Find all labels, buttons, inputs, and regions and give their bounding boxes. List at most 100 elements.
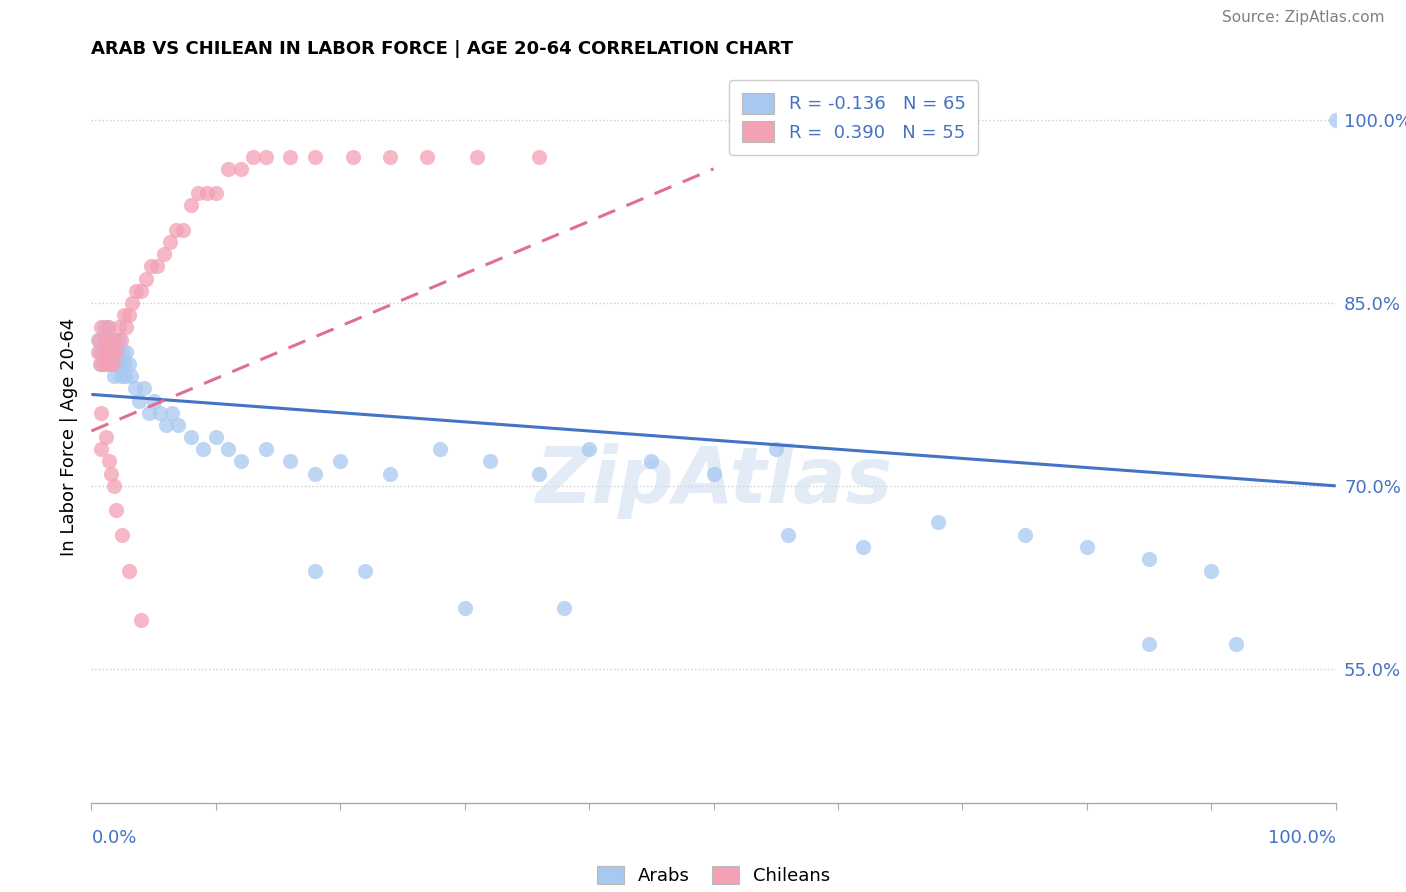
Point [110, 369, 132, 384]
Point [97, 320, 120, 334]
Point [93, 320, 115, 334]
Point [180, 198, 202, 212]
Point [98, 333, 121, 347]
Y-axis label: In Labor Force | Age 20-64: In Labor Force | Age 20-64 [59, 318, 77, 557]
Point [107, 320, 129, 334]
Point [465, 150, 488, 164]
Point [96, 430, 118, 444]
Point [128, 393, 150, 408]
Point [304, 564, 326, 578]
Point [217, 161, 239, 176]
Point [329, 454, 352, 468]
Point [118, 308, 141, 322]
Point [98, 333, 121, 347]
Point [103, 369, 125, 384]
Point [354, 564, 377, 578]
Point [146, 260, 169, 274]
Point [242, 150, 264, 164]
Point [640, 454, 662, 468]
Point [118, 564, 141, 578]
Text: Source: ZipAtlas.com: Source: ZipAtlas.com [1222, 11, 1385, 25]
Point [254, 442, 277, 457]
Point [142, 393, 165, 408]
Point [115, 344, 138, 359]
Point [97, 357, 120, 371]
Point [114, 369, 136, 384]
Point [342, 150, 364, 164]
Point [101, 357, 124, 371]
Point [1137, 552, 1160, 566]
Point [205, 430, 228, 444]
Point [304, 467, 326, 481]
Point [229, 454, 252, 468]
Point [105, 344, 128, 359]
Legend: Arabs, Chileans: Arabs, Chileans [589, 859, 838, 892]
Text: ZipAtlas: ZipAtlas [536, 443, 891, 519]
Point [111, 527, 134, 541]
Point [96, 344, 118, 359]
Point [86, 333, 108, 347]
Point [97, 320, 120, 334]
Point [138, 406, 160, 420]
Point [112, 357, 135, 371]
Point [778, 527, 800, 541]
Point [453, 600, 475, 615]
Point [1137, 637, 1160, 651]
Point [927, 516, 949, 530]
Point [90, 320, 112, 334]
Point [124, 381, 146, 395]
Point [149, 406, 172, 420]
Point [129, 284, 152, 298]
Point [378, 150, 401, 164]
Point [205, 186, 228, 201]
Point [129, 613, 152, 627]
Point [304, 150, 326, 164]
Point [90, 357, 112, 371]
Point [217, 442, 239, 457]
Point [132, 381, 155, 395]
Point [1201, 564, 1223, 578]
Point [100, 467, 122, 481]
Point [578, 442, 600, 457]
Point [100, 344, 122, 359]
Point [104, 333, 127, 347]
Point [529, 150, 551, 164]
Text: 100.0%: 100.0% [1268, 829, 1336, 847]
Point [1225, 637, 1247, 651]
Point [94, 333, 117, 347]
Point [1324, 113, 1347, 128]
Point [89, 344, 111, 359]
Point [89, 357, 111, 371]
Point [135, 271, 157, 285]
Point [107, 333, 129, 347]
Point [159, 235, 181, 249]
Point [100, 344, 122, 359]
Point [180, 430, 202, 444]
Point [195, 186, 218, 201]
Point [103, 333, 125, 347]
Point [1076, 540, 1098, 554]
Point [86, 344, 108, 359]
Point [852, 540, 875, 554]
Point [152, 247, 174, 261]
Point [93, 357, 115, 371]
Point [105, 357, 128, 371]
Point [103, 479, 125, 493]
Point [139, 260, 162, 274]
Point [105, 503, 128, 517]
Point [1014, 527, 1036, 541]
Point [187, 186, 209, 201]
Point [108, 357, 131, 371]
Point [93, 357, 115, 371]
Point [193, 442, 215, 457]
Point [162, 406, 184, 420]
Point [553, 600, 575, 615]
Point [280, 150, 302, 164]
Point [125, 284, 148, 298]
Text: 0.0%: 0.0% [91, 829, 136, 847]
Point [97, 357, 120, 371]
Point [115, 320, 138, 334]
Point [90, 406, 112, 420]
Point [121, 296, 143, 310]
Point [429, 442, 451, 457]
